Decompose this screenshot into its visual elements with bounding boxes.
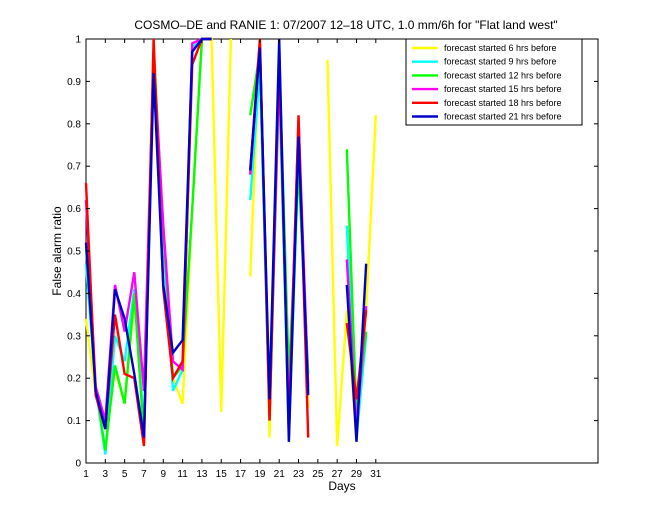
legend-entry-label: forecast started 15 hrs before — [444, 84, 562, 94]
x-tick-label: 7 — [141, 469, 147, 480]
legend-entry-label: forecast started 9 hrs before — [444, 57, 557, 67]
x-tick-label: 1 — [83, 469, 89, 480]
y-tick-label: 0.6 — [67, 204, 81, 215]
x-axis: 1 3 5 7 9 11 13 15 17 19 21 23 25 27 29 31 — [83, 39, 382, 480]
y-tick-label: 1 — [75, 35, 81, 46]
legend-entry-label: forecast started 6 hrs before — [444, 43, 557, 53]
y-tick-label: 0.7 — [67, 162, 81, 173]
series-segment — [84, 37, 212, 438]
x-tick-label: 11 — [177, 469, 188, 480]
y-tick-label: 0.5 — [67, 247, 81, 258]
x-tick-label: 15 — [216, 469, 228, 480]
x-tick-label: 29 — [351, 469, 363, 480]
x-tick-label: 3 — [103, 469, 109, 480]
y-axis: 0 0.1 0.2 0.3 0.4 0.5 0.6 0.7 0.8 0.9 1 — [67, 35, 598, 470]
y-tick-label: 0.9 — [67, 77, 81, 88]
x-tick-label: 19 — [254, 469, 266, 480]
y-tick-label: 0.2 — [67, 374, 81, 385]
y-tick-label: 0.8 — [67, 119, 81, 130]
x-tick-label: 31 — [370, 469, 382, 480]
chart-title: COSMO–DE and RANIE 1: 07/2007 12–18 UTC,… — [134, 18, 557, 32]
series-segment — [345, 263, 368, 442]
x-tick-label: 27 — [332, 469, 344, 480]
y-axis-label: False alarm ratio — [50, 206, 64, 296]
y-tick-label: 0.4 — [67, 289, 81, 300]
x-tick-label: 5 — [122, 469, 128, 480]
x-tick-label: 25 — [312, 469, 324, 480]
legend-entry-label: forecast started 18 hrs before — [444, 98, 562, 108]
legend-entry-label: forecast started 12 hrs before — [444, 70, 562, 80]
x-tick-label: 9 — [161, 469, 167, 480]
x-tick-label: 17 — [235, 469, 247, 480]
legend: forecast started 6 hrs before forecast st… — [405, 38, 583, 126]
x-axis-label: Days — [328, 479, 355, 493]
y-tick-label: 0.3 — [67, 331, 81, 342]
legend-items: forecast started 6 hrs before forecast st… — [412, 43, 562, 122]
y-tick-label: 0 — [75, 459, 81, 470]
legend-box — [405, 38, 583, 126]
x-tick-label: 21 — [274, 469, 286, 480]
legend-entry-label: forecast started 21 hrs before — [444, 112, 562, 122]
y-tick-label: 0.1 — [67, 416, 81, 427]
x-tick-label: 13 — [196, 469, 208, 480]
x-tick-label: 23 — [293, 469, 305, 480]
